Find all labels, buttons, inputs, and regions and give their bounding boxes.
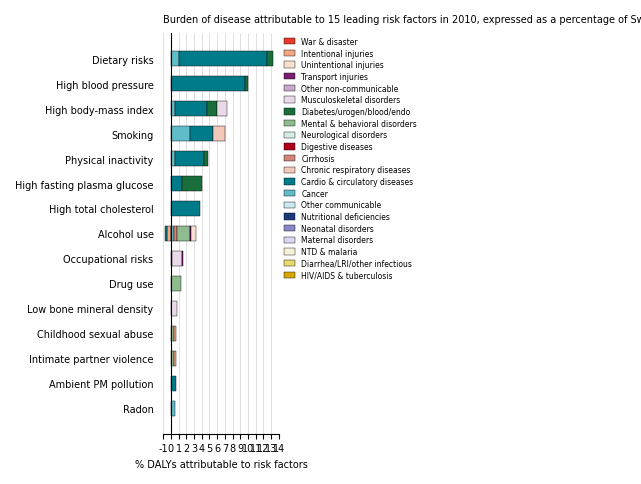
Legend: War & disaster, Intentional injuries, Unintentional injuries, Transport injuries: War & disaster, Intentional injuries, Un…	[284, 38, 417, 280]
Bar	[183, 177, 202, 192]
Bar	[171, 401, 175, 416]
Bar	[174, 326, 176, 341]
Bar	[171, 127, 190, 142]
Bar	[267, 52, 272, 67]
Bar	[213, 127, 225, 142]
Bar	[174, 227, 178, 242]
Bar	[178, 227, 190, 242]
Bar	[172, 251, 183, 266]
Text: Burden of disease attributable to 15 leading risk factors in 2010, expressed as : Burden of disease attributable to 15 lea…	[163, 15, 641, 25]
Bar	[245, 77, 248, 92]
Bar	[217, 102, 227, 117]
Bar	[171, 177, 183, 192]
Bar	[179, 52, 267, 67]
Bar	[171, 227, 174, 242]
Bar	[204, 152, 208, 166]
Bar	[171, 201, 200, 216]
Bar	[175, 152, 204, 166]
Bar	[171, 351, 174, 366]
Bar	[171, 376, 176, 391]
Bar	[171, 152, 175, 166]
Bar	[171, 52, 179, 67]
Bar	[191, 227, 196, 242]
Bar	[174, 351, 176, 366]
Bar	[171, 77, 245, 92]
Bar	[207, 102, 217, 117]
Bar	[165, 227, 167, 242]
Bar	[171, 301, 178, 316]
X-axis label: % DALYs attributable to risk factors: % DALYs attributable to risk factors	[135, 459, 308, 469]
Bar	[171, 326, 174, 341]
Bar	[171, 276, 181, 291]
Bar	[190, 227, 191, 242]
Bar	[167, 227, 171, 242]
Bar	[175, 102, 207, 117]
Bar	[171, 251, 172, 266]
Bar	[171, 102, 175, 117]
Bar	[190, 127, 213, 142]
